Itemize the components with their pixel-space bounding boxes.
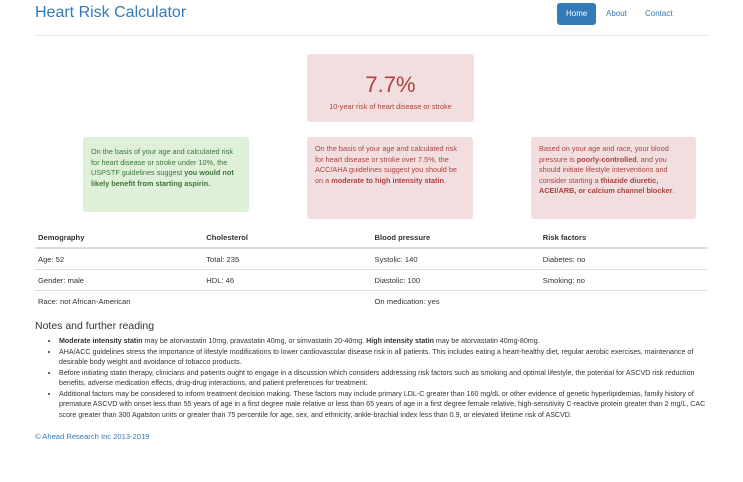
column-header: Cholesterol [203,227,372,249]
notes-heading: Notes and further reading [35,320,155,332]
table-cell [203,290,372,311]
table-cell: Systolic: 140 [371,247,540,270]
note: Additional factors may be considered to … [59,389,708,421]
text: Before initiating statin therapy, clinic… [59,368,695,388]
table-cell [539,290,708,311]
text-bold: Moderate intensity statin [59,337,143,345]
column-header: Blood pressure [371,227,540,249]
text-bold: moderate to high intensity statin [331,175,444,185]
app-title[interactable]: Heart Risk Calculator [35,4,187,21]
nav-contact[interactable]: Contact [645,9,673,18]
table-row: Race: not African-American On medication:… [35,290,708,311]
column-header: Demography [35,227,204,249]
note: AHA/ACC guidelines stress the importance… [59,347,708,368]
table-cell: Race: not African-American [35,290,204,311]
summary-table: Demography Cholesterol Blood pressure Risk … [35,227,708,311]
text-bold: poorly-controlled [576,154,637,164]
table-cell: On medication: yes [371,290,540,311]
text: On the basis of your age and calculated … [91,147,233,177]
table-cell: Gender: male [35,269,204,291]
risk-value: 7.7% [365,72,416,97]
table-row: Age: 52 Total: 235 Systolic: 140 Diabetes: … [35,247,708,270]
nav-home[interactable]: Home [557,3,597,25]
bp-box: Based on your age and race, your blood p… [531,137,696,219]
text: . [443,175,446,185]
text: Based on your age and race, your blood p… [539,144,669,164]
table-cell: Diabetes: no [539,247,708,270]
text-bold: High intensity statin [366,337,434,345]
text: AHA/ACC guidelines stress the importance… [59,347,694,367]
table-cell: Age: 52 [35,247,204,270]
text-bold: thiazide diuretic, ACEI/ARB, or calcium … [539,175,673,196]
text: On the basis of your age and calculated … [315,144,457,185]
text-bold: you would not likely benefit from starti… [91,168,234,188]
table-cell: Diastolic: 100 [371,269,540,291]
table-cell: HDL: 46 [203,269,372,291]
text: may be atorvastatin 10mg, pravastatin 40… [142,337,367,345]
text: may be atorvastatin 40mg-80mg. [433,337,540,345]
notes-list: Moderate intensity statin may be atorvas… [35,336,708,420]
text: , and you should initiate lifestyle inte… [539,154,668,185]
column-header: Risk factors [539,227,708,249]
aspirin-box: On the basis of your age and calculated … [83,137,249,212]
note: Before initiating statin therapy, clinic… [59,368,708,389]
header-row: Demography Cholesterol Blood pressure Risk … [35,227,708,249]
table-cell: Smoking: no [539,269,708,291]
nav-about[interactable]: About [606,9,627,18]
text: Additional factors may be considered to … [59,389,706,419]
statin-box: On the basis of your age and calculated … [307,137,473,219]
risk-label: 10-year risk of heart disease or stroke [329,102,452,111]
table-body: Age: 52 Total: 235 Systolic: 140 Diabetes: … [35,247,708,311]
text: . [672,186,675,195]
table-cell: Total: 235 [203,247,372,270]
divider [35,35,708,36]
table-row: Gender: male HDL: 46 Diastolic: 100 Smoking… [35,269,708,291]
note: Moderate intensity statin may be atorvas… [59,336,708,347]
footer-link[interactable]: © Ahead Research Inc 2013-2019 [35,432,150,441]
risk-panel: 7.7% 10-year risk of heart disease or st… [307,54,474,122]
